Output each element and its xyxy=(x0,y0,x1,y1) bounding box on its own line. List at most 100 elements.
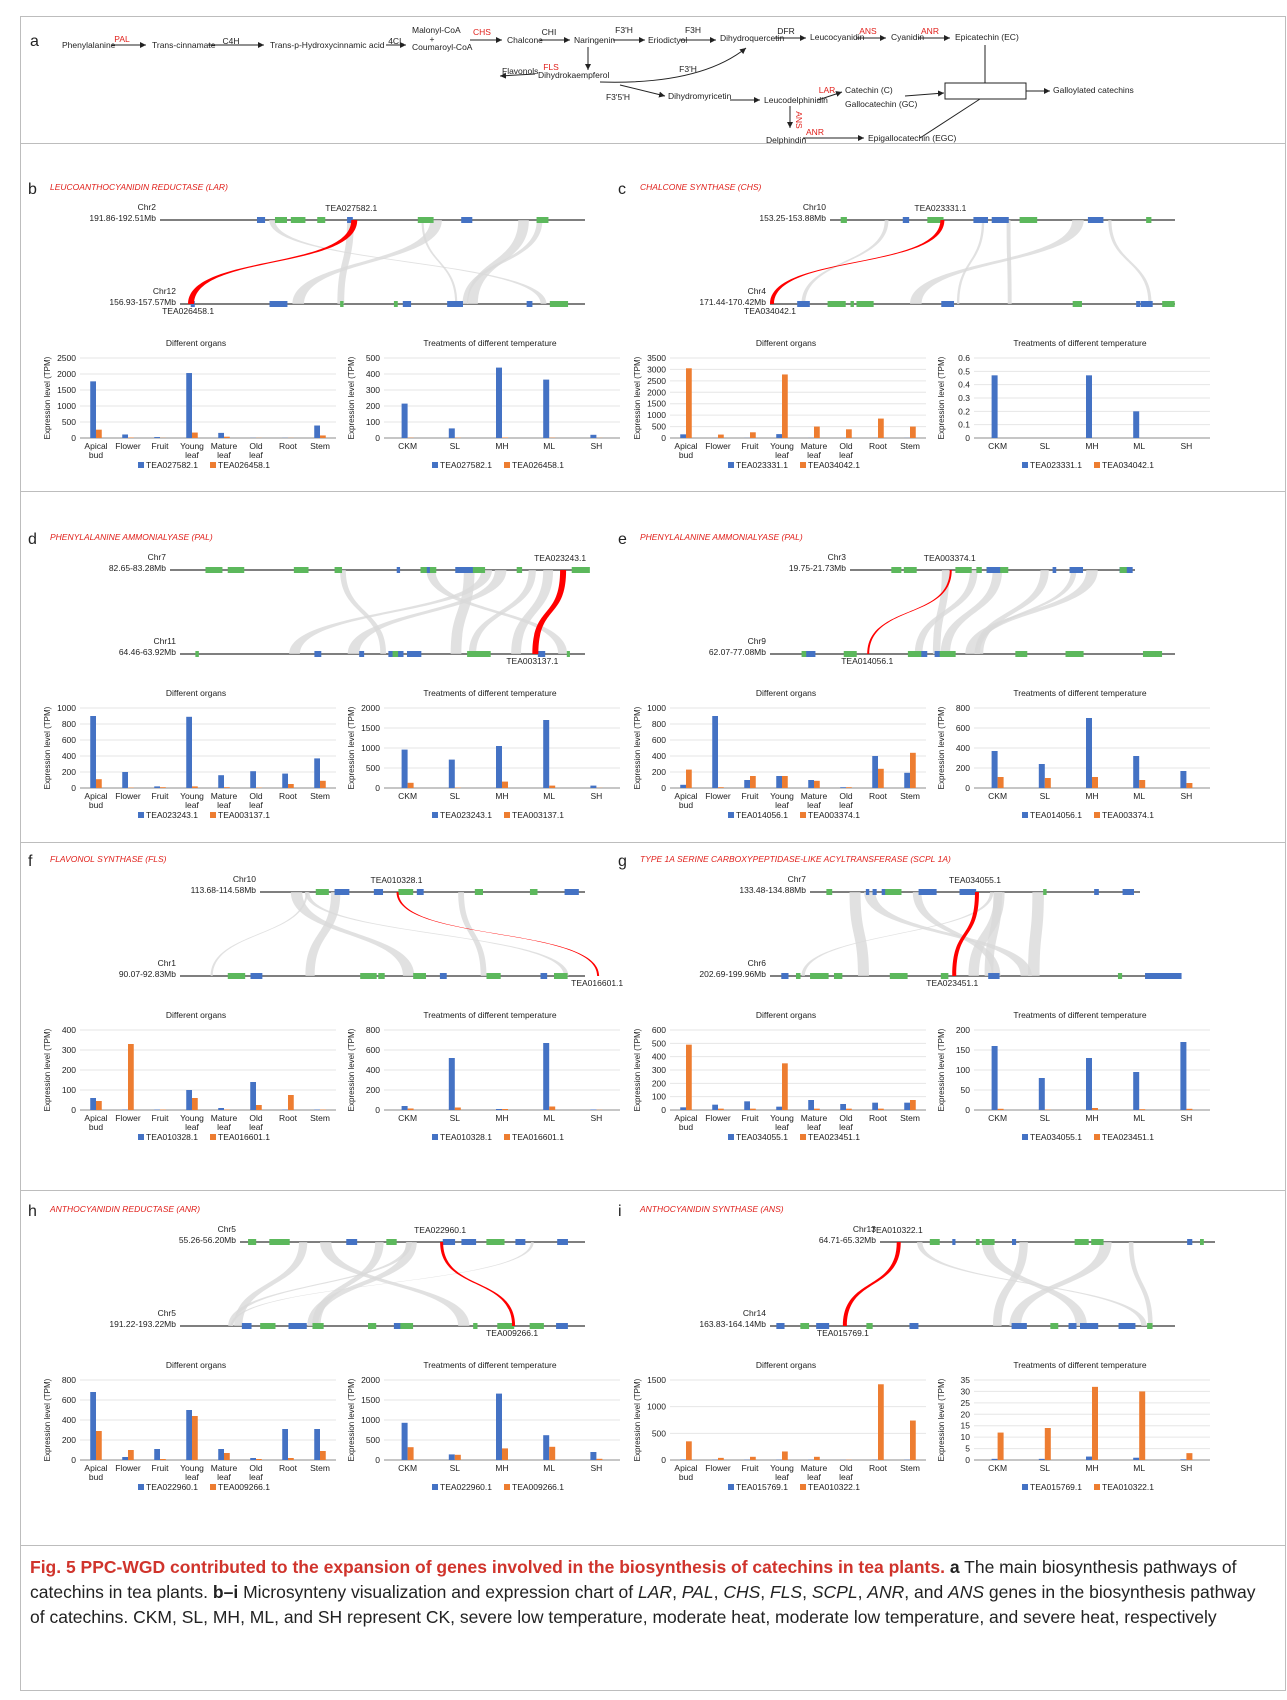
bar xyxy=(808,780,814,788)
axis-label: Expression level (TPM) xyxy=(937,706,946,789)
gene-block xyxy=(359,651,365,657)
category-label: bud xyxy=(89,1122,103,1132)
gene-block xyxy=(554,973,568,979)
synteny-highlight xyxy=(532,570,567,654)
tick-label: 0 xyxy=(375,783,380,793)
category-label: Root xyxy=(279,1113,298,1123)
gene-block xyxy=(889,973,908,979)
legend-entry: TEA003374.1 xyxy=(808,810,860,820)
synteny-highlight xyxy=(952,892,979,976)
category-label: Young xyxy=(770,1113,794,1123)
category-label: CKM xyxy=(988,1463,1007,1473)
bar xyxy=(910,426,916,438)
category-label: Apical xyxy=(674,441,697,451)
axis-label: Expression level (TPM) xyxy=(937,1028,946,1111)
bar xyxy=(549,1106,556,1110)
bar xyxy=(686,769,692,788)
pathway-node: Dihydromyricetin xyxy=(668,91,732,101)
bar xyxy=(910,752,916,788)
pathway-arrow xyxy=(499,72,536,79)
bar xyxy=(1133,1457,1140,1460)
gene-name-bottom: TEA003137.1 xyxy=(506,656,558,666)
category-label: ML xyxy=(1133,1463,1145,1473)
category-label: leaf xyxy=(839,450,853,460)
tick-label: 200 xyxy=(366,401,380,411)
gene-block xyxy=(516,567,523,573)
bar xyxy=(1139,1109,1146,1110)
category-label: MH xyxy=(495,1463,508,1473)
bar xyxy=(997,1432,1004,1460)
category-label: ML xyxy=(543,441,555,451)
gene-block xyxy=(315,889,329,895)
gene-name-top: TEA034055.1 xyxy=(949,875,1001,885)
gene-block xyxy=(269,301,288,307)
bar xyxy=(90,716,96,788)
legend-swatch xyxy=(800,812,806,818)
pathway-node: Flavonols xyxy=(502,66,538,76)
synteny-ribbon xyxy=(801,892,994,976)
category-label: Flower xyxy=(115,791,141,801)
legend-entry: TEA015769.1 xyxy=(1030,1482,1082,1492)
gene-name-top: TEA003374.1 xyxy=(924,553,976,563)
tick-label: 200 xyxy=(62,1065,76,1075)
bar xyxy=(712,716,718,788)
category-label: Root xyxy=(279,1463,298,1473)
figure-frame xyxy=(20,16,1286,1691)
tick-label: 400 xyxy=(366,369,380,379)
gene-block xyxy=(995,567,1009,573)
category-label: MH xyxy=(1085,791,1098,801)
synteny-ribbon xyxy=(234,1242,308,1326)
gene-block xyxy=(474,889,483,895)
bar xyxy=(224,1453,230,1460)
category-label: SH xyxy=(590,791,602,801)
tick-label: 600 xyxy=(652,735,666,745)
panel-title: ANTHOCYANIDIN REDUCTASE (ANR) xyxy=(49,1204,200,1214)
legend-swatch xyxy=(1094,812,1100,818)
bar xyxy=(549,785,556,788)
caption-gene: CHS xyxy=(723,1582,761,1602)
category-label: Young xyxy=(180,1113,204,1123)
tick-label: 0 xyxy=(661,783,666,793)
gene-block xyxy=(312,1323,324,1329)
panel-h: h ANTHOCYANIDIN REDUCTASE (ANR)Chr555.26-… xyxy=(28,1203,620,1492)
chromosome-range: 90.07-92.83Mb xyxy=(119,969,176,979)
bar xyxy=(782,776,788,788)
enzyme-label: F3'H xyxy=(615,25,633,35)
legend-swatch xyxy=(138,1484,144,1490)
category-label: Mature xyxy=(211,1113,238,1123)
synteny-ribbon xyxy=(849,892,870,976)
bar xyxy=(782,374,788,438)
tick-label: 0.5 xyxy=(958,366,970,376)
gene-name-bottom: TEA014056.1 xyxy=(841,656,893,666)
axis-label: Expression level (TPM) xyxy=(43,1028,52,1111)
gene-name-bottom: TEA016601.1 xyxy=(571,978,623,988)
chart-title: Treatments of different temperature xyxy=(1013,688,1147,698)
panel-title: PHENYLALANINE AMMONIALYASE (PAL) xyxy=(50,532,213,542)
bar xyxy=(154,1449,160,1460)
category-label: Old xyxy=(249,1113,263,1123)
chart-title: Treatments of different temperature xyxy=(1013,1360,1147,1370)
bar xyxy=(840,787,846,788)
category-label: Apical xyxy=(674,1463,697,1473)
gene-block xyxy=(367,1323,377,1329)
legend-swatch xyxy=(800,462,806,468)
category-label: MH xyxy=(495,1113,508,1123)
chart-title: Different organs xyxy=(756,1010,816,1020)
bar xyxy=(122,772,128,788)
synteny-ribbon xyxy=(965,570,1098,654)
bar xyxy=(407,1108,414,1110)
category-label: Flower xyxy=(115,1113,141,1123)
bar xyxy=(910,1420,916,1460)
caption-tail: genes in the biosynthesis pathway of cat… xyxy=(30,1582,1256,1627)
bar xyxy=(122,1457,128,1460)
category-label: Stem xyxy=(900,1113,920,1123)
bar xyxy=(454,1454,461,1460)
tick-label: 0 xyxy=(661,1455,666,1465)
bar xyxy=(878,1108,884,1110)
bar xyxy=(750,1456,756,1460)
chromosome-name: Chr13 xyxy=(853,1224,876,1234)
gene-block xyxy=(396,567,401,573)
synteny-ribbon xyxy=(347,570,507,654)
category-label: leaf xyxy=(249,450,263,460)
bar xyxy=(872,756,878,788)
